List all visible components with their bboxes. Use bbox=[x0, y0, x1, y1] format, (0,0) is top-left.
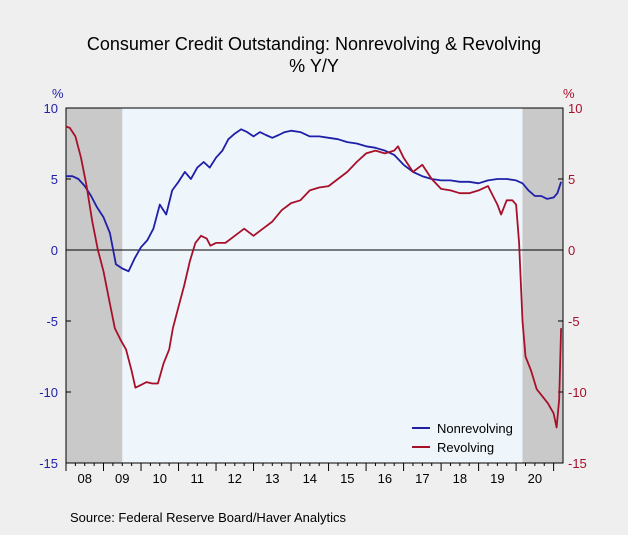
plot-frame bbox=[65, 107, 564, 464]
y-axis-label-left: % bbox=[52, 86, 64, 101]
x-tick-label-7: 15 bbox=[340, 471, 354, 486]
y-tick-label-left-4: -10 bbox=[39, 385, 58, 400]
chart-source: Source: Federal Reserve Board/Haver Anal… bbox=[70, 510, 347, 525]
legend-label-nonrevolving: Nonrevolving bbox=[437, 421, 513, 436]
y-axis-label-right: % bbox=[563, 86, 575, 101]
x-tick-label-0: 08 bbox=[78, 471, 92, 486]
y-tick-label-right-3: -5 bbox=[568, 314, 580, 329]
plot-area bbox=[66, 108, 563, 463]
series-line-revolving bbox=[65, 125, 562, 429]
y-tick-label-left-0: 10 bbox=[44, 101, 58, 116]
legend-label-revolving: Revolving bbox=[437, 440, 494, 455]
x-tick-label-2: 10 bbox=[153, 471, 167, 486]
y-tick-label-left-1: 5 bbox=[51, 172, 58, 187]
series-line-nonrevolving bbox=[66, 128, 562, 273]
x-tick-label-12: 20 bbox=[528, 471, 542, 486]
recession-band-1 bbox=[522, 108, 563, 463]
y-tick-label-right-4: -10 bbox=[568, 385, 587, 400]
y-tick-label-left-5: -15 bbox=[39, 456, 58, 471]
x-tick-label-6: 14 bbox=[303, 471, 317, 486]
x-tick-label-11: 19 bbox=[490, 471, 504, 486]
x-tick-label-3: 11 bbox=[191, 471, 205, 486]
x-tick-label-10: 18 bbox=[453, 471, 467, 486]
chart-subtitle: % Y/Y bbox=[289, 56, 339, 76]
x-tick-label-1: 09 bbox=[115, 471, 129, 486]
x-tick-label-8: 16 bbox=[378, 471, 392, 486]
x-tick-label-4: 12 bbox=[228, 471, 242, 486]
x-tick-label-5: 13 bbox=[265, 471, 279, 486]
y-tick-label-right-2: 0 bbox=[568, 243, 575, 258]
x-tick-label-9: 17 bbox=[415, 471, 429, 486]
y-tick-label-right-0: 10 bbox=[568, 101, 582, 116]
y-tick-label-left-3: -5 bbox=[46, 314, 58, 329]
y-tick-label-left-2: 0 bbox=[51, 243, 58, 258]
recession-band-0 bbox=[66, 108, 123, 463]
y-tick-label-right-1: 5 bbox=[568, 172, 575, 187]
y-tick-label-right-5: -15 bbox=[568, 456, 587, 471]
chart-title: Consumer Credit Outstanding: Nonrevolvin… bbox=[87, 34, 541, 54]
